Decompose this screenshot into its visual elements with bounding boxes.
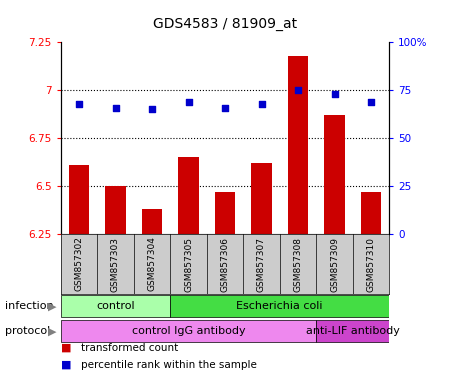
Text: GSM857305: GSM857305	[184, 237, 193, 291]
Point	[294, 87, 302, 93]
Bar	[316, 320, 389, 343]
Point	[367, 99, 374, 105]
Text: ▶: ▶	[48, 326, 56, 336]
Bar	[61, 320, 316, 343]
Text: GSM857308: GSM857308	[293, 237, 302, 291]
Bar	[105, 186, 126, 234]
Text: ▶: ▶	[48, 301, 56, 311]
Text: control IgG antibody: control IgG antibody	[132, 326, 245, 336]
Text: GSM857302: GSM857302	[75, 237, 84, 291]
Text: anti-LIF antibody: anti-LIF antibody	[306, 326, 400, 336]
Text: infection: infection	[4, 301, 53, 311]
Text: GSM857307: GSM857307	[257, 237, 266, 291]
Point	[112, 104, 119, 111]
Text: ■: ■	[61, 343, 71, 353]
Bar	[288, 56, 308, 234]
Text: Escherichia coli: Escherichia coli	[237, 301, 323, 311]
Text: ■: ■	[61, 360, 71, 370]
Text: GSM857306: GSM857306	[220, 237, 230, 291]
Bar	[215, 192, 235, 234]
Point	[258, 101, 265, 107]
Bar	[61, 295, 170, 318]
Point	[76, 101, 83, 107]
Text: GSM857309: GSM857309	[330, 237, 339, 291]
Text: transformed count: transformed count	[81, 343, 178, 353]
Bar	[361, 192, 381, 234]
Bar	[142, 209, 162, 234]
Bar	[170, 295, 389, 318]
Text: percentile rank within the sample: percentile rank within the sample	[81, 360, 257, 370]
Text: GSM857304: GSM857304	[148, 237, 157, 291]
Text: control: control	[96, 301, 135, 311]
Point	[148, 106, 156, 113]
Bar	[324, 115, 345, 234]
Text: GDS4583 / 81909_at: GDS4583 / 81909_at	[153, 17, 297, 31]
Point	[331, 91, 338, 97]
Bar	[252, 163, 271, 234]
Bar	[69, 165, 89, 234]
Bar	[179, 157, 198, 234]
Point	[185, 99, 192, 105]
Text: protocol: protocol	[4, 326, 50, 336]
Text: GSM857310: GSM857310	[366, 237, 375, 291]
Text: GSM857303: GSM857303	[111, 237, 120, 291]
Point	[221, 104, 229, 111]
